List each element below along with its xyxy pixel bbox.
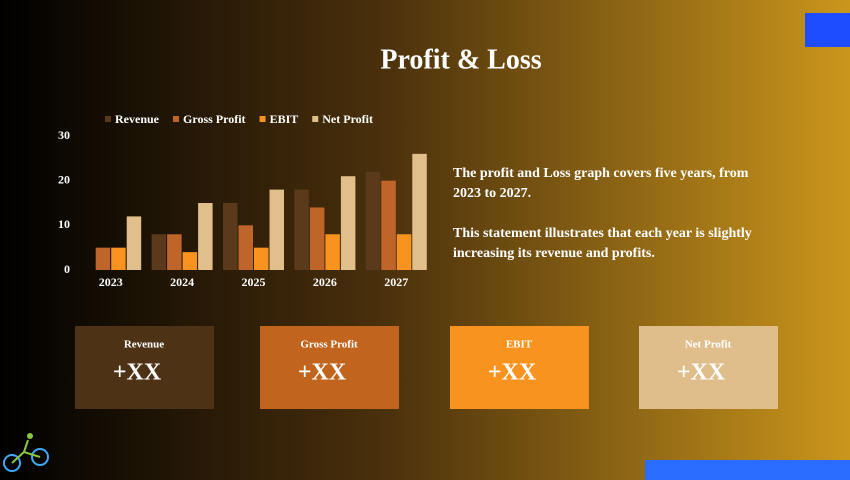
bar: [95, 247, 111, 270]
y-tick-label: 30: [58, 128, 70, 142]
bar: [269, 189, 284, 270]
bar: [111, 247, 126, 270]
description: The profit and Loss graph covers five ye…: [453, 166, 749, 201]
legend-label: Net Profit: [322, 112, 373, 126]
card-value: +XX: [488, 360, 537, 386]
chart: 0 10 20 30 Revenue Gross Profit EBIT Net Profit…: [58, 112, 427, 289]
x-tick-label: 2024: [170, 275, 194, 289]
card-label: Net Profit: [685, 339, 732, 351]
bar: [365, 171, 381, 270]
bar: [396, 234, 412, 270]
card: [260, 326, 399, 409]
card-value: +XX: [298, 360, 347, 386]
accent-block: [805, 13, 850, 47]
x-tick-label: 2023: [99, 275, 123, 289]
x-tick-label: 2026: [313, 275, 337, 289]
legend-label: Revenue: [115, 112, 160, 126]
bar: [381, 180, 396, 270]
bar: [198, 203, 213, 270]
bar: [223, 203, 238, 270]
y-tick-label: 10: [58, 217, 70, 231]
bike-icon: [3, 433, 49, 472]
card: [639, 326, 778, 409]
x-tick-label: 2025: [242, 275, 266, 289]
legend-swatch: [173, 116, 179, 122]
bar: [238, 225, 253, 270]
bar: [126, 216, 142, 270]
bar: [325, 234, 340, 270]
card-value: +XX: [113, 360, 162, 386]
bar: [309, 207, 325, 270]
y-tick-label: 20: [58, 172, 70, 186]
legend-swatch: [105, 116, 111, 122]
y-tick-label: 0: [64, 262, 70, 276]
legend-swatch: [259, 116, 266, 122]
bar: [412, 153, 427, 270]
accent-block: [645, 460, 850, 480]
bar: [151, 234, 167, 270]
cards: Revenue +XX Gross Profit +XX EBIT +XX Net Prof…: [75, 326, 778, 409]
legend-swatch: [312, 116, 319, 122]
x-tick-label: 2027: [384, 275, 408, 289]
bar: [254, 247, 269, 270]
legend-label: EBIT: [270, 112, 299, 126]
bar: [294, 189, 309, 270]
card: [450, 326, 589, 409]
card-label: EBIT: [506, 339, 533, 351]
bar: [340, 176, 356, 270]
card: [75, 326, 214, 409]
slide-title: Profit & Loss: [380, 44, 541, 75]
legend-label: Gross Profit: [183, 112, 246, 126]
bar: [182, 252, 198, 270]
card-value: +XX: [677, 360, 726, 386]
card-label: Revenue: [124, 339, 164, 351]
description: This statement illustrates that each yea…: [453, 226, 752, 261]
bar: [167, 234, 182, 270]
card-label: Gross Profit: [300, 339, 358, 351]
